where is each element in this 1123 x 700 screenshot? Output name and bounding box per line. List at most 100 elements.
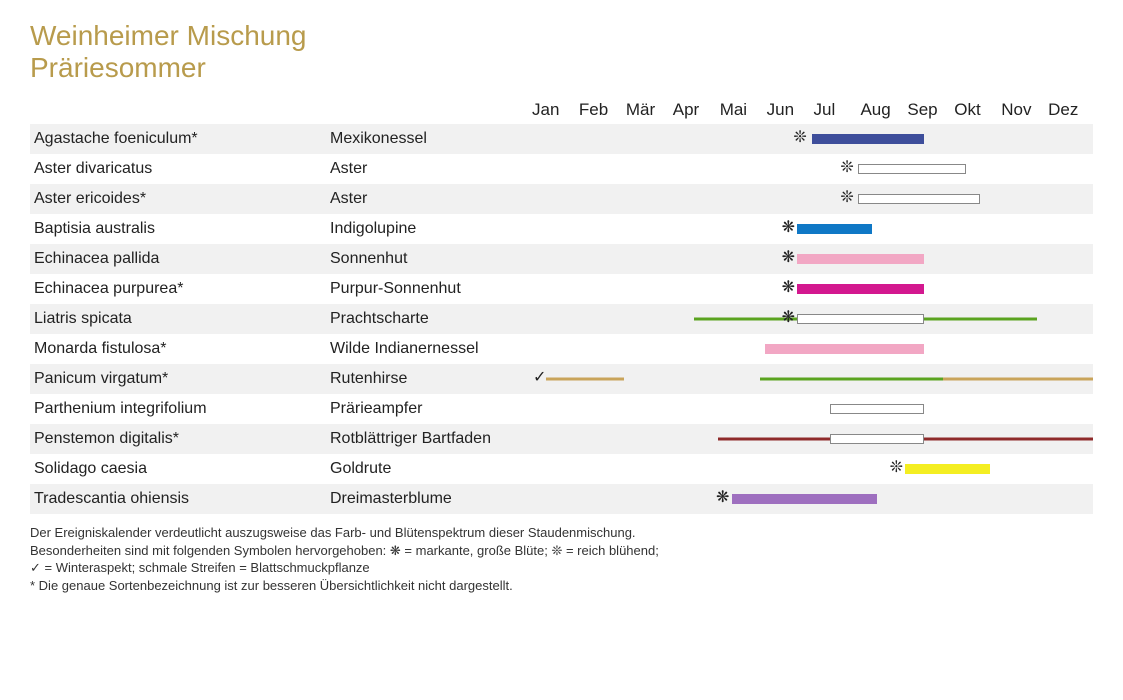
bloom-bar xyxy=(905,464,989,474)
plant-timeline: ❊ xyxy=(530,124,1093,154)
plant-common-name: Mexikonessel xyxy=(330,130,530,148)
big_flower-icon: ❋ xyxy=(782,221,795,237)
month-label: Jun xyxy=(765,100,812,120)
plant-timeline: ❋ xyxy=(530,244,1093,274)
plant-timeline: ❋ xyxy=(530,274,1093,304)
legend-line: * Die genaue Sortenbezeichnung ist zur b… xyxy=(30,577,1093,595)
plant-rows: Agastache foeniculum*Mexikonessel❊Aster … xyxy=(30,124,1093,514)
plant-row: Liatris spicataPrachtscharte ❋ xyxy=(30,304,1093,334)
bloom-bar xyxy=(797,314,924,324)
month-label: Jan xyxy=(530,100,577,120)
plant-latin-name: Parthenium integrifolium xyxy=(30,400,330,418)
page-title: Weinheimer Mischung Präriesommer xyxy=(30,20,1093,84)
month-label: Nov xyxy=(999,100,1046,120)
bloom-bar xyxy=(943,378,1093,381)
plant-row: Aster divaricatusAster ❊ xyxy=(30,154,1093,184)
bloom-bar xyxy=(765,344,925,354)
plant-row: Echinacea purpurea*Purpur-Sonnenhut ❋ xyxy=(30,274,1093,304)
month-label: Sep xyxy=(905,100,952,120)
month-label: Dez xyxy=(1046,100,1093,120)
plant-timeline xyxy=(530,394,1093,424)
bloom-bar xyxy=(546,378,623,381)
plant-common-name: Purpur-Sonnenhut xyxy=(330,280,530,298)
plant-common-name: Prachtscharte xyxy=(330,310,530,328)
plant-row: Penstemon digitalis*Rotblättriger Bartfa… xyxy=(30,424,1093,454)
bloom-bar xyxy=(858,164,966,174)
plant-latin-name: Liatris spicata xyxy=(30,310,330,328)
title-line-1: Weinheimer Mischung xyxy=(30,20,1093,52)
plant-timeline: ❋ xyxy=(530,214,1093,244)
bloom-bar xyxy=(830,404,924,414)
plant-latin-name: Agastache foeniculum* xyxy=(30,130,330,148)
plant-latin-name: Penstemon digitalis* xyxy=(30,430,330,448)
abundant-icon: ❊ xyxy=(890,461,903,477)
abundant-icon: ❊ xyxy=(840,161,853,177)
plant-timeline: ❊ xyxy=(530,154,1093,184)
plant-timeline: ❋ xyxy=(530,484,1093,514)
legend-line: ✓ = Winteraspekt; schmale Streifen = Bla… xyxy=(30,559,1093,577)
plant-row: Agastache foeniculum*Mexikonessel ❊ xyxy=(30,124,1093,154)
plant-timeline: ❊ xyxy=(530,454,1093,484)
plant-timeline xyxy=(530,424,1093,454)
big_flower-icon: ❋ xyxy=(716,491,729,507)
bloom-bar xyxy=(732,494,877,504)
months-axis: JanFebMärAprMaiJunJulAugSepOktNovDez xyxy=(530,100,1093,120)
plant-row: Solidago caesiaGoldrute ❊ xyxy=(30,454,1093,484)
bloom-bar xyxy=(812,134,925,144)
plant-row: Echinacea pallidaSonnenhut ❋ xyxy=(30,244,1093,274)
plant-row: Monarda fistulosa*Wilde Indianernessel xyxy=(30,334,1093,364)
plant-latin-name: Baptisia australis xyxy=(30,220,330,238)
plant-row: Tradescantia ohiensisDreimasterblume ❋ xyxy=(30,484,1093,514)
month-label: Okt xyxy=(952,100,999,120)
plant-timeline xyxy=(530,334,1093,364)
legend-line: Besonderheiten sind mit folgenden Symbol… xyxy=(30,542,1093,560)
plant-timeline: ❊ xyxy=(530,184,1093,214)
plant-latin-name: Echinacea purpurea* xyxy=(30,280,330,298)
plant-common-name: Wilde Indianernessel xyxy=(330,340,530,358)
plant-row: Panicum virgatum*Rutenhirse✓ xyxy=(30,364,1093,394)
plant-latin-name: Aster ericoides* xyxy=(30,190,330,208)
month-label: Aug xyxy=(858,100,905,120)
month-label: Apr xyxy=(671,100,718,120)
month-label: Mär xyxy=(624,100,671,120)
plant-timeline: ❋ xyxy=(530,304,1093,334)
title-line-2: Präriesommer xyxy=(30,52,1093,84)
plant-latin-name: Echinacea pallida xyxy=(30,250,330,268)
legend-line: Der Ereigniskalender verdeutlicht auszug… xyxy=(30,524,1093,542)
abundant-icon: ❊ xyxy=(793,131,806,147)
month-label: Mai xyxy=(718,100,765,120)
plant-common-name: Aster xyxy=(330,190,530,208)
plant-common-name: Goldrute xyxy=(330,460,530,478)
winter-icon: ✓ xyxy=(533,371,546,387)
plant-latin-name: Tradescantia ohiensis xyxy=(30,490,330,508)
big_flower-icon: ❋ xyxy=(782,281,795,297)
plant-latin-name: Solidago caesia xyxy=(30,460,330,478)
plant-common-name: Prärieampfer xyxy=(330,400,530,418)
plant-common-name: Sonnenhut xyxy=(330,250,530,268)
bloom-bar xyxy=(797,284,924,294)
plant-common-name: Rutenhirse xyxy=(330,370,530,388)
big_flower-icon: ❋ xyxy=(782,311,795,327)
abundant-icon: ❊ xyxy=(840,191,853,207)
big_flower-icon: ❋ xyxy=(782,251,795,267)
month-label: Feb xyxy=(577,100,624,120)
months-header: JanFebMärAprMaiJunJulAugSepOktNovDez xyxy=(30,100,1093,120)
plant-row: Parthenium integrifoliumPrärieampfer xyxy=(30,394,1093,424)
plant-latin-name: Aster divaricatus xyxy=(30,160,330,178)
plant-latin-name: Monarda fistulosa* xyxy=(30,340,330,358)
plant-common-name: Aster xyxy=(330,160,530,178)
plant-row: Aster ericoides*Aster ❊ xyxy=(30,184,1093,214)
bloom-bar xyxy=(797,254,924,264)
plant-common-name: Indigolupine xyxy=(330,220,530,238)
plant-common-name: Rotblättriger Bartfaden xyxy=(330,430,530,448)
bloom-bar xyxy=(797,224,872,234)
plant-row: Baptisia australisIndigolupine ❋ xyxy=(30,214,1093,244)
plant-latin-name: Panicum virgatum* xyxy=(30,370,330,388)
plant-common-name: Dreimasterblume xyxy=(330,490,530,508)
plant-timeline: ✓ xyxy=(530,364,1093,394)
bloom-bar xyxy=(830,434,924,444)
bloom-bar xyxy=(858,194,980,204)
bloom-bar xyxy=(760,378,943,381)
month-label: Jul xyxy=(812,100,859,120)
legend: Der Ereigniskalender verdeutlicht auszug… xyxy=(30,524,1093,594)
